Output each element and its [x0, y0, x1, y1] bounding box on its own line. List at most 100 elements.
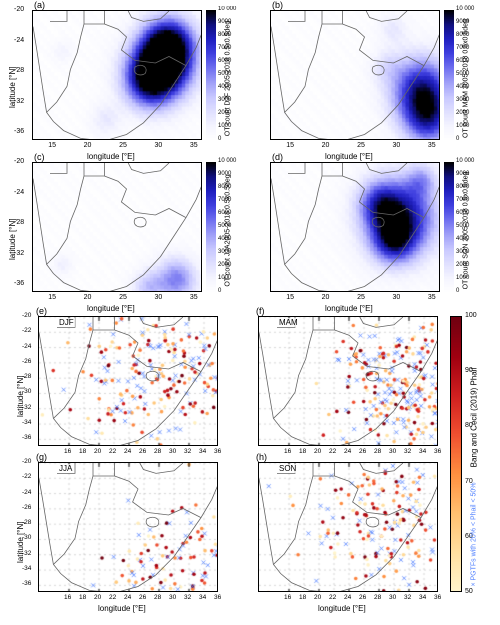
x-tick: 26: [139, 448, 146, 455]
x-tick: 25: [119, 294, 127, 301]
x-tick: 35: [428, 294, 436, 301]
cbar-tick: 10 000: [456, 158, 474, 164]
x-tick: 30: [393, 142, 401, 149]
y-tick: -24: [22, 343, 31, 350]
y-tick: -36: [22, 434, 31, 441]
heatmap-panel-a: [32, 10, 202, 140]
cbar-label: OT count DJF 2005-2018 0.5x0.5deg: [225, 14, 232, 144]
y-tick: -20: [22, 458, 31, 465]
y-tick: -24: [14, 189, 24, 196]
x-tick: 28: [374, 448, 381, 455]
x-tick: 16: [284, 448, 291, 455]
y-tick: -20: [22, 312, 31, 319]
cbar-tick: 10 000: [456, 6, 474, 12]
panel-letter: (d): [272, 152, 283, 162]
y-tick: -20: [14, 6, 24, 13]
x-tick: 30: [389, 594, 396, 601]
x-axis-label: longitude [°E]: [325, 304, 373, 313]
x-tick: 26: [139, 594, 146, 601]
panel-letter: (f): [256, 306, 265, 316]
x-tick: 15: [286, 142, 294, 149]
season-tag: SON: [278, 464, 297, 473]
x-tick: 26: [359, 594, 366, 601]
x-tick: 28: [154, 448, 161, 455]
x-tick: 22: [109, 594, 116, 601]
y-tick: -24: [22, 489, 31, 496]
x-tick: 20: [314, 448, 321, 455]
x-tick: 32: [404, 448, 411, 455]
x-tick: 34: [419, 594, 426, 601]
panel-letter: (g): [36, 452, 47, 462]
x-tick: 20: [84, 142, 92, 149]
y-tick: -22: [22, 327, 31, 334]
scatter-panel-e: [38, 316, 218, 446]
x-tick: 26: [359, 448, 366, 455]
x-tick: 18: [299, 448, 306, 455]
y-axis-label: latitude [°N]: [16, 522, 25, 563]
x-tick: 35: [190, 142, 198, 149]
x-tick: 32: [404, 594, 411, 601]
x-tick: 24: [124, 594, 131, 601]
heatmap-canvas: [271, 163, 440, 292]
scatter-panel-g: [38, 462, 218, 592]
x-tick: 15: [286, 294, 294, 301]
scatter-panel-h: [258, 462, 438, 592]
x-axis-label: longitude [°E]: [318, 604, 366, 613]
cbar-tick: 0: [456, 288, 459, 294]
scatter-colorbar: [450, 316, 462, 592]
cbar-tick: 100: [465, 312, 477, 319]
colorbar: [206, 10, 216, 140]
x-tick: 34: [199, 448, 206, 455]
y-tick: -22: [22, 473, 31, 480]
x-tick: 18: [299, 594, 306, 601]
cbar-tick: 0: [456, 136, 459, 142]
y-tick: -34: [22, 565, 31, 572]
x-axis-label: longitude [°E]: [325, 152, 373, 161]
cbar-tick: 10 000: [218, 158, 236, 164]
y-tick: -34: [22, 419, 31, 426]
heatmap-canvas: [33, 163, 202, 292]
season-tag: DJF: [58, 318, 75, 327]
heatmap-panel-b: [270, 10, 440, 140]
x-tick: 16: [284, 594, 291, 601]
x-tick: 35: [428, 142, 436, 149]
cbar-label: OT count SON 2005-2018 0.5x0.5deg: [463, 166, 470, 296]
x-axis-label: longitude [°E]: [98, 604, 146, 613]
x-tick: 36: [434, 594, 441, 601]
x-tick: 25: [357, 142, 365, 149]
x-tick: 30: [389, 448, 396, 455]
colorbar: [444, 162, 454, 292]
x-tick: 35: [190, 294, 198, 301]
panel-letter: (b): [272, 0, 283, 10]
x-tick: 24: [124, 448, 131, 455]
season-tag: JJA: [58, 464, 73, 473]
x-tick: 20: [314, 594, 321, 601]
x-tick: 32: [184, 594, 191, 601]
x-tick: 22: [329, 594, 336, 601]
cbar-tick: 0: [218, 288, 221, 294]
x-tick: 18: [79, 448, 86, 455]
x-tick: 28: [374, 594, 381, 601]
x-tick: 24: [344, 448, 351, 455]
x-tick: 30: [155, 142, 163, 149]
x-tick: 32: [184, 448, 191, 455]
panel-letter: (e): [36, 306, 47, 316]
panel-letter: (h): [256, 452, 267, 462]
x-tick: 36: [214, 594, 221, 601]
x-tick: 25: [119, 142, 127, 149]
cbar-tick: 0: [218, 136, 221, 142]
colorbar: [444, 10, 454, 140]
panel-letter: (c): [34, 152, 45, 162]
colorbar: [206, 162, 216, 292]
x-tick: 34: [419, 448, 426, 455]
cbar-label: OT count MAM 2005-2018 0.5x0.5deg: [463, 14, 470, 144]
x-tick: 36: [214, 448, 221, 455]
x-tick: 20: [94, 448, 101, 455]
x-tick: 30: [169, 594, 176, 601]
x-tick: 20: [322, 142, 330, 149]
y-tick: -26: [22, 504, 31, 511]
x-tick: 30: [155, 294, 163, 301]
x-tick: 15: [48, 142, 56, 149]
y-tick: -26: [22, 358, 31, 365]
x-tick: 30: [169, 448, 176, 455]
